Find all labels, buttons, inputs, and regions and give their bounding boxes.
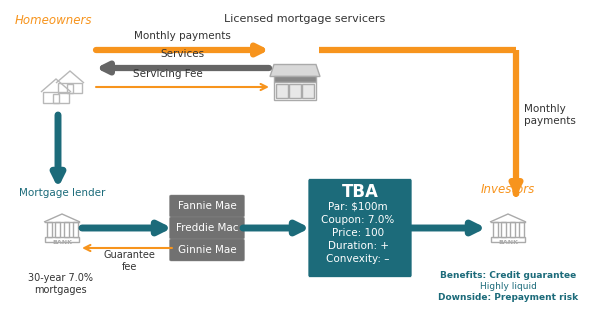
Text: Fannie Mae: Fannie Mae [178, 201, 236, 211]
Text: Services: Services [160, 49, 204, 59]
Text: Coupon: 7.0%: Coupon: 7.0% [322, 214, 395, 224]
Text: Monthly
payments: Monthly payments [524, 104, 576, 126]
Polygon shape [289, 83, 301, 98]
Polygon shape [46, 222, 52, 237]
Text: Benefits: Credit guarantee: Benefits: Credit guarantee [440, 271, 576, 280]
Text: Homeowners: Homeowners [14, 14, 92, 27]
Text: Licensed mortgage servicers: Licensed mortgage servicers [224, 14, 386, 24]
FancyBboxPatch shape [308, 178, 412, 278]
Polygon shape [274, 75, 316, 81]
Polygon shape [510, 222, 515, 237]
Polygon shape [501, 222, 506, 237]
Polygon shape [302, 83, 314, 98]
Text: Freddie Mac: Freddie Mac [175, 223, 238, 233]
Text: Convexity: –: Convexity: – [326, 253, 390, 263]
Polygon shape [274, 81, 316, 99]
Polygon shape [64, 222, 69, 237]
Text: TBA: TBA [341, 183, 379, 201]
Text: Duration: +: Duration: + [328, 241, 388, 251]
FancyBboxPatch shape [169, 217, 245, 239]
Text: Servicing Fee: Servicing Fee [133, 69, 203, 79]
Text: BANK: BANK [52, 240, 72, 244]
Text: Price: 100: Price: 100 [332, 228, 384, 238]
Polygon shape [73, 222, 78, 237]
Polygon shape [276, 83, 288, 98]
Text: Highly liquid: Highly liquid [480, 282, 537, 291]
Text: Guarantee
fee: Guarantee fee [103, 250, 156, 271]
FancyBboxPatch shape [169, 195, 245, 217]
Polygon shape [491, 237, 525, 242]
Text: Mortgage lender: Mortgage lender [19, 188, 105, 198]
Text: Ginnie Mae: Ginnie Mae [178, 245, 236, 255]
Polygon shape [45, 237, 79, 242]
Text: BANK: BANK [498, 240, 518, 244]
Text: Par: $100m: Par: $100m [328, 202, 388, 212]
Polygon shape [519, 222, 523, 237]
Polygon shape [55, 222, 60, 237]
Text: Investors: Investors [481, 183, 535, 196]
Text: Downside: Prepayment risk: Downside: Prepayment risk [438, 293, 578, 302]
Text: 30-year 7.0%
mortgages: 30-year 7.0% mortgages [28, 273, 93, 295]
FancyBboxPatch shape [169, 239, 245, 261]
Text: Monthly payments: Monthly payments [134, 31, 231, 41]
Polygon shape [270, 64, 320, 77]
Polygon shape [492, 222, 498, 237]
